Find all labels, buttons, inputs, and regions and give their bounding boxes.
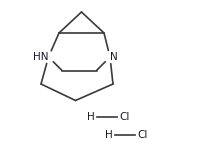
Text: Cl: Cl <box>137 130 147 140</box>
Text: H: H <box>105 130 113 140</box>
Text: N: N <box>110 52 118 62</box>
Text: HN: HN <box>33 52 48 62</box>
Text: H: H <box>87 112 95 122</box>
Text: Cl: Cl <box>119 112 129 122</box>
